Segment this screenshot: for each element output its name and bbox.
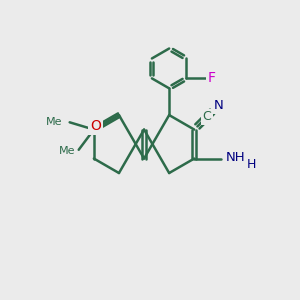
Text: Me: Me — [46, 117, 62, 127]
Text: H: H — [246, 158, 256, 171]
Text: Me: Me — [59, 146, 76, 156]
Text: N: N — [214, 99, 223, 112]
Text: F: F — [208, 71, 216, 85]
Text: O: O — [90, 119, 101, 133]
Text: C: C — [202, 110, 211, 124]
Text: NH: NH — [226, 151, 245, 164]
